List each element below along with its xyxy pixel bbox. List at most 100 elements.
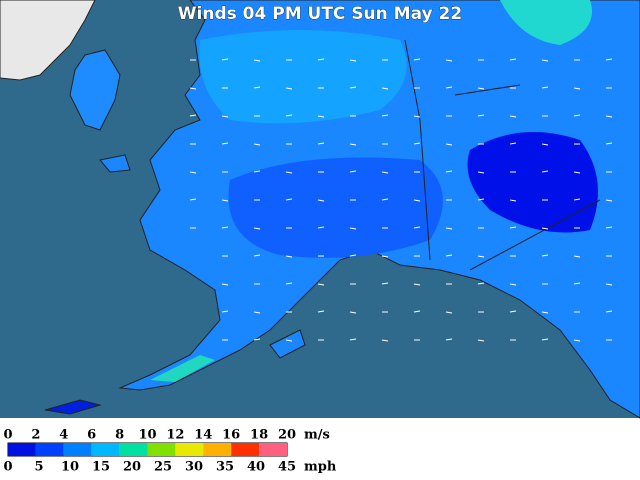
- wind-arrow: [349, 59, 357, 62]
- mph-tick-label: 0: [3, 460, 12, 475]
- wind-arrow: [285, 87, 293, 90]
- wind-arrow: [445, 59, 453, 62]
- wind-arrow: [605, 283, 613, 286]
- ms-tick-label: 20: [278, 428, 296, 443]
- wind-arrow: [605, 310, 613, 313]
- legend-swatch: [119, 443, 148, 456]
- wind-arrow: [445, 143, 453, 146]
- wind-arrow: [477, 339, 485, 342]
- wind-arrow: [477, 198, 485, 201]
- wind-zone-high: [199, 30, 407, 124]
- land-russia: [0, 0, 96, 81]
- wind-arrow: [317, 58, 325, 61]
- wind-arrows: [189, 58, 613, 342]
- legend-swatch: [259, 443, 287, 456]
- mph-tick-label: 30: [185, 460, 203, 475]
- wind-arrow: [445, 86, 453, 89]
- wind-arrow: [477, 114, 485, 117]
- wind-arrow: [381, 255, 389, 258]
- wind-arrow: [349, 227, 357, 230]
- wind-arrow: [253, 338, 261, 341]
- mph-tick-label: 25: [154, 460, 172, 475]
- wind-zone-peninsula: [150, 355, 215, 382]
- mph-tick-label: 10: [61, 460, 79, 475]
- wind-arrow: [285, 339, 293, 342]
- wind-arrow: [221, 283, 229, 286]
- ms-tick-label: 8: [115, 428, 124, 443]
- ms-tick-label: 18: [250, 428, 268, 443]
- borders: [404, 39, 601, 271]
- wind-arrow: [509, 283, 517, 286]
- wind-arrow: [253, 254, 261, 257]
- ms-tick-label: 14: [194, 428, 212, 443]
- wind-arrow: [477, 171, 485, 174]
- ms-tick-label: 10: [138, 428, 156, 443]
- wind-arrow: [317, 283, 325, 286]
- wind-arrow: [349, 170, 357, 173]
- wind-arrow: [445, 338, 453, 341]
- wind-arrow: [349, 86, 357, 89]
- wind-arrow: [573, 171, 581, 174]
- wind-arrow: [573, 339, 581, 342]
- wind-arrow: [285, 171, 293, 174]
- wind-arrow: [253, 59, 261, 62]
- wind-zone-strong: [500, 0, 592, 45]
- wind-arrow: [285, 255, 293, 258]
- ms-tick-label: 0: [3, 428, 12, 443]
- wind-arrow: [221, 115, 229, 118]
- wind-arrow: [445, 227, 453, 230]
- wind-arrow: [317, 310, 325, 313]
- mph-tick-label: 35: [216, 460, 234, 475]
- wind-arrow: [509, 58, 517, 61]
- wind-arrow: [221, 310, 229, 313]
- legend-swatch: [8, 443, 36, 456]
- wind-arrow: [413, 283, 421, 286]
- wind-arrow: [477, 255, 485, 258]
- land-aleutian: [44, 399, 102, 415]
- wind-arrow: [605, 226, 613, 229]
- wind-arrow: [285, 198, 293, 201]
- ms-unit: m/s: [304, 428, 330, 443]
- land-chukotka: [69, 49, 121, 131]
- legend-swatch: [35, 443, 64, 456]
- wind-arrow: [285, 114, 293, 117]
- wind-arrow: [253, 170, 261, 173]
- wind-arrow: [509, 199, 517, 202]
- wind-arrow: [317, 226, 325, 229]
- wind-arrow: [413, 199, 421, 202]
- wind-arrow: [541, 254, 549, 257]
- wind-arrow: [605, 115, 613, 118]
- wind-arrow: [541, 86, 549, 89]
- wind-arrow: [573, 198, 581, 201]
- wind-arrow: [413, 58, 421, 61]
- wind-arrow: [381, 171, 389, 174]
- wind-zone-moderate: [228, 157, 443, 258]
- legend-swatch: [147, 443, 176, 456]
- wind-arrow: [221, 199, 229, 202]
- wind-arrow: [381, 87, 389, 90]
- ms-tick-label: 2: [31, 428, 40, 443]
- wind-arrow: [445, 170, 453, 173]
- wind-arrow: [381, 339, 389, 342]
- legend-swatch: [231, 443, 260, 456]
- wind-arrow: [189, 114, 197, 117]
- ms-tick-label: 6: [87, 428, 96, 443]
- legend-swatch: [91, 443, 120, 456]
- wind-zone-low: [467, 132, 598, 233]
- land-kodiak: [269, 329, 306, 359]
- wind-arrow: [189, 198, 197, 201]
- wind-arrow: [413, 115, 421, 118]
- wind-arrow: [541, 170, 549, 173]
- mph-tick-label: 5: [34, 460, 43, 475]
- wind-arrow: [253, 311, 261, 314]
- wind-arrow: [605, 142, 613, 145]
- wind-arrow: [381, 114, 389, 117]
- wind-arrow: [189, 171, 197, 174]
- wind-arrow: [253, 227, 261, 230]
- wind-arrow: [509, 115, 517, 118]
- wind-arrow: [253, 143, 261, 146]
- wind-arrow: [541, 311, 549, 314]
- ms-tick-label: 4: [59, 428, 68, 443]
- wind-arrow: [285, 282, 293, 285]
- wind-arrow: [349, 143, 357, 146]
